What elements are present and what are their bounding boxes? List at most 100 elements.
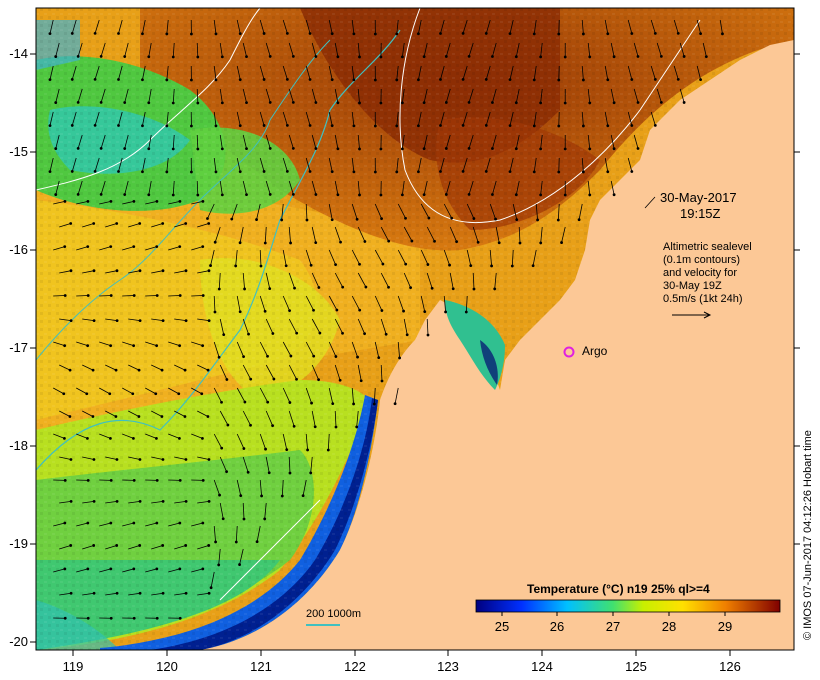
velocity-arrow-head [336, 101, 340, 105]
velocity-arrow-head [69, 591, 73, 595]
velocity-arrow [265, 134, 271, 149]
velocity-arrow-head [184, 544, 188, 547]
velocity-arrow-head [117, 170, 120, 173]
velocity-arrow-head [230, 217, 234, 221]
velocity-arrow-head [161, 222, 165, 225]
velocity-arrow [445, 88, 451, 103]
velocity-arrow-head [86, 294, 90, 297]
velocity-arrow [468, 134, 474, 149]
velocity-arrow-head [165, 124, 169, 128]
velocity-arrow [124, 42, 129, 57]
velocity-arrow [265, 88, 271, 103]
velocity-arrow-head [155, 478, 159, 482]
velocity-arrow [440, 65, 445, 80]
velocity-arrow [633, 88, 639, 103]
velocity-arrow [492, 42, 497, 57]
velocity-arrow [357, 226, 366, 242]
velocity-arrow [472, 272, 475, 290]
velocity-arrow-head [395, 32, 399, 36]
velocity-arrow-head [214, 170, 218, 174]
velocity-arrow [168, 295, 181, 297]
y-tick-label: -20 [9, 634, 28, 649]
velocity-arrow-head [132, 199, 136, 203]
velocity-arrow [472, 226, 479, 243]
velocity-arrow [174, 592, 187, 596]
velocity-arrow-head [138, 458, 142, 461]
velocity-arrow [59, 410, 71, 417]
velocity-arrow-head [68, 415, 72, 418]
velocity-arrow [512, 203, 518, 220]
velocity-arrow [99, 522, 111, 527]
velocity-arrow [373, 387, 376, 404]
velocity-arrow [128, 270, 141, 274]
velocity-arrow [99, 433, 111, 439]
velocity-arrow-head [563, 55, 567, 59]
velocity-arrow-head [86, 521, 90, 525]
velocity-arrow [122, 433, 134, 439]
x-tick-label: 124 [531, 659, 553, 674]
velocity-arrow [151, 456, 164, 460]
velocity-arrow [633, 42, 639, 57]
velocity-arrow [207, 203, 215, 219]
velocity-arrow [288, 180, 294, 195]
velocity-arrow [197, 500, 210, 504]
velocity-arrow [55, 42, 60, 57]
velocity-arrow [197, 545, 209, 550]
velocity-arrow-head [653, 77, 657, 81]
velocity-arrow [122, 341, 134, 347]
velocity-arrow-head [291, 192, 295, 196]
velocity-arrow-head [612, 55, 616, 59]
velocity-arrow-head [384, 332, 388, 336]
velocity-arrow-head [588, 55, 592, 59]
velocity-arrow [509, 157, 514, 172]
velocity-arrow [561, 226, 566, 243]
velocity-arrow-head [99, 146, 103, 150]
velocity-arrow-head [266, 354, 269, 358]
velocity-scale-arrow [672, 311, 712, 319]
velocity-arrow [118, 19, 123, 34]
velocity-arrow [118, 111, 123, 126]
velocity-arrow-head [410, 239, 414, 243]
velocity-arrow [76, 200, 89, 205]
velocity-arrow-head [92, 591, 96, 595]
velocity-arrow [49, 19, 54, 34]
velocity-arrow-head [352, 402, 355, 406]
argo-marker[interactable] [563, 346, 575, 358]
velocity-arrow [105, 456, 118, 460]
velocity-arrow [351, 65, 355, 80]
velocity-arrow [196, 88, 199, 104]
velocity-arrow [281, 203, 284, 220]
velocity-arrow [696, 65, 701, 80]
velocity-arrow-head [285, 123, 289, 127]
velocity-arrow-head [132, 436, 135, 440]
velocity-arrow-head [476, 240, 480, 244]
velocity-arrow-head [263, 241, 267, 245]
velocity-arrow [468, 42, 474, 57]
velocity-arrow-head [247, 332, 250, 336]
velocity-arrow-head [484, 124, 488, 127]
velocity-arrow [650, 65, 656, 80]
velocity-arrow-head [314, 193, 318, 196]
velocity-arrow [401, 88, 405, 103]
velocity-arrow-head [207, 499, 211, 503]
velocity-arrow [242, 456, 249, 473]
velocity-arrow [328, 111, 333, 126]
velocity-arrow [259, 157, 265, 172]
velocity-arrow [259, 111, 265, 126]
velocity-arrow [242, 318, 249, 335]
velocity-arrow [328, 203, 333, 220]
velocity-arrow [403, 272, 411, 288]
velocity-arrow-head [259, 264, 263, 268]
velocity-arrow-head [341, 331, 344, 335]
velocity-arrow [380, 318, 387, 335]
velocity-arrow [633, 134, 639, 149]
velocity-arrow [148, 42, 152, 57]
velocity-arrow-head [317, 378, 320, 382]
velocity-arrow-head [220, 193, 224, 197]
velocity-arrow-head [147, 55, 151, 59]
velocity-arrow [59, 318, 72, 322]
velocity-arrow [145, 341, 157, 347]
velocity-arrow-head [160, 415, 164, 418]
velocity-arrow [282, 65, 288, 80]
velocity-arrow [264, 226, 267, 243]
